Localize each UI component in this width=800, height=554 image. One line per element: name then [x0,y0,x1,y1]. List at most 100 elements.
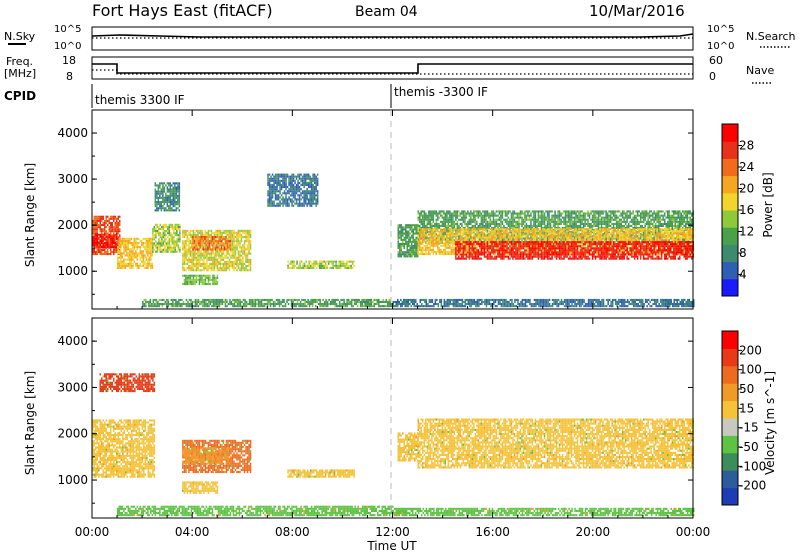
scatter-cell [231,267,234,270]
scatter-cell [273,204,275,207]
scatter-cell [521,220,523,223]
scatter-cell [296,262,298,265]
scatter-cell [95,242,97,245]
scatter-cell [293,303,296,306]
scatter-cell [197,278,199,281]
scatter-cell [193,240,196,243]
scatter-cell [209,229,211,232]
scatter-cell [536,239,538,242]
scatter-cell [197,269,199,272]
scatter-cell [96,248,98,251]
scatter-cell [579,212,582,215]
scatter-cell [581,220,583,223]
scatter-cell [428,220,430,223]
scatter-cell [249,269,252,272]
scatter-cell [204,229,207,232]
scatter-cell [618,210,621,213]
scatter-cell [608,210,610,213]
scatter-cell [197,274,199,277]
scatter-cell [224,303,227,306]
scatter-cell [111,239,113,242]
scatter-cell [533,210,535,213]
scatter-cell [412,224,414,227]
scatter-cell [491,222,493,225]
scatter-cell [183,240,186,243]
scatter-cell [165,194,167,197]
scatter-cell [600,218,603,221]
scatter-cell [104,236,106,239]
scatter-cell [182,254,184,257]
scatter-cell [236,246,238,249]
scatter-cell [317,298,320,301]
scatter-cell [170,223,172,226]
scatter-cell [121,239,123,242]
scatter-cell [170,232,172,235]
scatter-cell [215,254,217,257]
scatter-cell [525,222,528,225]
scatter-cell [602,233,604,236]
scatter-cell [161,236,163,239]
scatter-cell [600,224,603,227]
scatter-cell [397,251,399,254]
scatter-cell [399,230,401,233]
scatter-cell [168,194,170,197]
scatter-cell [107,234,109,237]
scatter-cell [203,265,205,268]
scatter-cell [169,186,172,189]
scatter-cell [242,248,244,251]
scatter-cell [503,239,505,242]
scatter-cell [315,266,318,269]
scatter-cell [276,175,278,178]
scatter-cell [291,190,293,193]
scatter-cell [195,276,198,279]
scatter-cell [512,224,514,227]
scatter-cell [310,196,313,199]
scatter-cell [557,214,559,217]
scatter-cell [537,233,540,236]
scatter-cell [462,237,465,240]
scatter-cell [539,216,541,219]
scatter-cell [275,303,278,306]
scatter-cell [123,244,125,247]
scatter-cell [510,212,513,215]
scatter-cell [211,305,213,308]
scatter-cell [564,214,567,217]
scatter-cell [178,198,181,201]
scatter-cell [406,232,408,235]
scatter-cell [287,266,289,269]
scatter-cell [233,256,235,259]
scatter-cell [600,212,603,215]
scatter-cell [585,239,588,242]
scatter-cell [277,202,280,205]
scatter-cell [157,203,160,206]
scatter-cell [124,250,127,253]
scatter-cell [312,190,314,193]
scatter-cell [188,258,190,261]
scatter-cell [206,269,208,272]
scatter-cell [206,256,208,259]
scatter-cell [163,182,166,185]
scatter-cell [465,216,468,219]
scatter-cell [542,239,544,242]
scatter-cell [542,222,544,225]
scatter-cell [176,244,178,247]
scatter-cell [415,238,417,241]
scatter-cell [567,220,570,223]
scatter-cell [285,181,287,184]
scatter-cell [268,303,270,306]
scatter-cell [497,227,499,230]
scatter-cell [156,194,158,197]
scatter-cell [504,210,507,213]
scatter-cell [198,248,200,251]
scatter-cell [561,227,564,230]
scatter-cell [400,238,402,241]
scatter-cell [609,239,612,242]
scatter-cell [289,198,292,201]
scatter-cell [303,200,305,203]
scatter-cell [599,227,601,230]
scatter-cell [579,222,582,225]
scatter-cell [286,173,289,176]
scatter-cell [300,183,302,186]
scatter-cell [168,209,170,212]
scatter-cell [185,242,187,245]
